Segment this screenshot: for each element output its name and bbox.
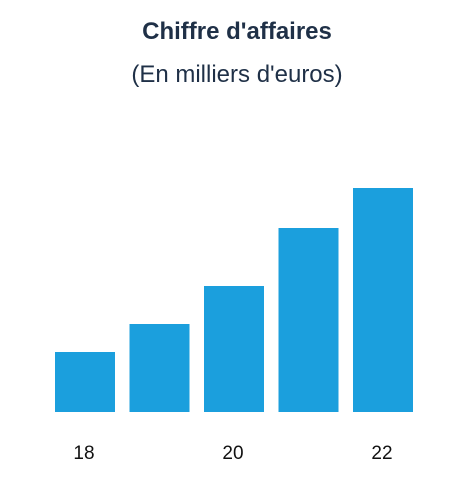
bar-19 bbox=[129, 324, 190, 412]
bar-18 bbox=[55, 352, 115, 412]
bar-21 bbox=[278, 228, 339, 412]
bar-20 bbox=[204, 286, 264, 412]
bar-22 bbox=[353, 188, 413, 412]
x-tick-label-20: 20 bbox=[222, 443, 243, 464]
bars-group bbox=[55, 188, 413, 412]
x-tick-label-18: 18 bbox=[73, 443, 94, 464]
chart-subtitle: (En milliers d'euros) bbox=[131, 61, 343, 88]
x-tick-labels: 18 20 22 bbox=[73, 443, 392, 464]
x-tick-label-22: 22 bbox=[371, 443, 392, 464]
chart-title: Chiffre d'affaires bbox=[142, 18, 332, 45]
